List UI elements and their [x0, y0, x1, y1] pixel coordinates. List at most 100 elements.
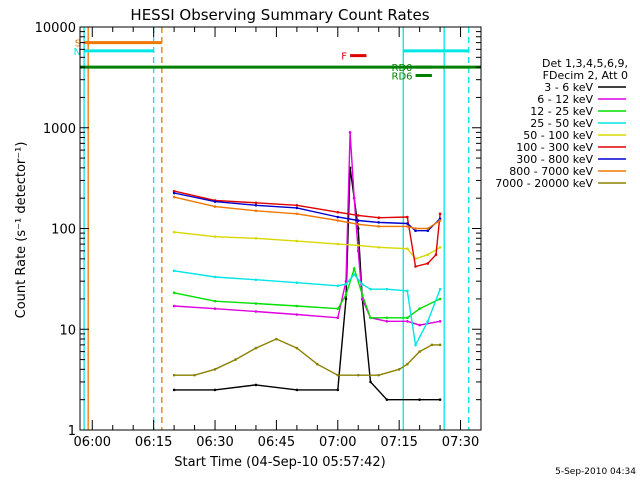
- series-3-point-5: [344, 282, 348, 286]
- series-4-point-0: [172, 230, 176, 234]
- series-4-point-3: [295, 239, 299, 243]
- series-line-8: [174, 338, 441, 376]
- series-2-point-5: [344, 293, 348, 297]
- series-5-point-11: [438, 212, 442, 216]
- flag-label-4: F: [341, 52, 347, 63]
- series-7-point-2: [254, 209, 258, 213]
- legend-label-6: 300 - 800 keV: [516, 153, 593, 166]
- series-4-point-2: [254, 236, 258, 240]
- legend-label-2: 12 - 25 keV: [530, 105, 593, 118]
- series-7-point-3: [295, 212, 299, 216]
- series-8-point-11: [397, 368, 401, 371]
- series-5-point-10: [434, 253, 438, 256]
- series-1-point-8: [356, 249, 360, 253]
- series-6-point-2: [254, 203, 258, 207]
- series-4-point-9: [426, 253, 430, 256]
- series-3-point-4: [336, 284, 340, 288]
- series-6-point-0: [172, 191, 176, 195]
- legend-label-7: 800 - 7000 keV: [509, 165, 593, 178]
- series-7-point-6: [377, 225, 381, 228]
- x-tick-label-3: 06:45: [258, 435, 295, 450]
- series-6-point-8: [414, 229, 417, 233]
- series-3-point-9: [385, 287, 389, 291]
- series-8-point-2: [213, 368, 217, 371]
- series-8-point-8: [336, 373, 340, 377]
- series-3-point-13: [438, 287, 442, 291]
- flag-label-0: S: [75, 39, 81, 50]
- series-0-point-2: [254, 383, 258, 387]
- y-tick-label-3: 1000: [43, 122, 76, 137]
- series-3-point-1: [213, 275, 217, 279]
- series-2-point-4: [336, 307, 340, 310]
- series-8-point-7: [316, 362, 319, 366]
- series-5-point-7: [406, 215, 409, 219]
- y-tick-label-4: 10000: [35, 21, 76, 36]
- flag-label-1: N: [74, 47, 81, 58]
- series-2-point-10: [406, 316, 409, 320]
- series-1-point-6: [348, 131, 352, 134]
- series-2-point-11: [418, 307, 421, 310]
- x-axis-label: Start Time (04-Sep-10 05:57:42): [174, 455, 385, 470]
- series-2-point-7: [361, 293, 364, 297]
- series-1-point-12: [406, 319, 409, 323]
- series-1-point-3: [295, 313, 299, 316]
- series-5-point-6: [377, 216, 381, 219]
- series-8-point-15: [438, 343, 442, 347]
- series-8-point-10: [377, 373, 381, 377]
- series-2-point-9: [385, 316, 389, 320]
- x-tick-label-4: 07:00: [319, 435, 356, 450]
- x-tick-label-0: 06:00: [74, 435, 111, 450]
- series-6-point-5: [356, 219, 360, 222]
- series-1-point-0: [172, 304, 176, 308]
- series-5-point-8: [414, 265, 417, 268]
- series-5-point-0: [172, 189, 176, 193]
- series-8-point-6: [295, 346, 299, 350]
- series-6-point-10: [438, 217, 442, 221]
- series-0-point-5: [344, 297, 348, 301]
- legend-label-4: 50 - 100 keV: [523, 129, 593, 142]
- series-7-point-10: [438, 219, 442, 222]
- series-1-point-11: [385, 319, 389, 323]
- series-8-point-3: [234, 358, 237, 361]
- series-1-point-14: [438, 319, 442, 323]
- series-8-point-12: [406, 362, 409, 366]
- y-tick-label-0: 1: [68, 424, 76, 439]
- y-tick-label-2: 100: [51, 223, 76, 238]
- series-1-point-4: [336, 316, 340, 320]
- series-8-point-4: [254, 346, 258, 350]
- series-5-point-4: [336, 210, 340, 214]
- series-2-point-1: [213, 299, 217, 303]
- chart-title: HESSI Observing Summary Count Rates: [130, 6, 429, 24]
- series-3-point-6: [352, 273, 356, 276]
- x-tick-label-5: 07:15: [380, 435, 417, 450]
- series-8-point-1: [193, 373, 196, 377]
- series-7-point-9: [426, 227, 430, 230]
- series-6-point-6: [377, 221, 381, 224]
- series-0-point-13: [438, 398, 442, 401]
- series-line-0: [174, 167, 441, 401]
- series-6-point-1: [213, 200, 217, 203]
- series-2-point-6: [352, 267, 356, 270]
- series-1-point-2: [254, 310, 258, 313]
- series-6-point-7: [406, 222, 409, 225]
- series-8-point-9: [356, 373, 360, 377]
- series-line-3: [173, 270, 441, 348]
- series-3-point-10: [406, 289, 409, 293]
- y-tick-label-1: 10: [59, 323, 76, 338]
- series-8-point-13: [418, 350, 421, 353]
- series-3-point-0: [172, 269, 176, 273]
- series-0-point-12: [418, 398, 421, 401]
- series-4-point-1: [213, 235, 217, 238]
- series-line-5: [173, 190, 441, 268]
- legend-header-decimation: FDecim 2, Att 0: [543, 69, 628, 82]
- series-4-point-7: [406, 247, 409, 251]
- series-3-point-11: [414, 343, 417, 347]
- series-1-point-13: [418, 323, 421, 327]
- y-axis-label: Count Rate (s⁻¹ detector⁻¹): [14, 142, 29, 319]
- series-3-point-7: [361, 282, 364, 286]
- legend-label-0: 3 - 6 keV: [544, 81, 593, 94]
- series-1-point-5: [344, 279, 348, 283]
- series-1-point-7: [352, 196, 356, 200]
- legend-label-5: 100 - 300 keV: [516, 141, 593, 154]
